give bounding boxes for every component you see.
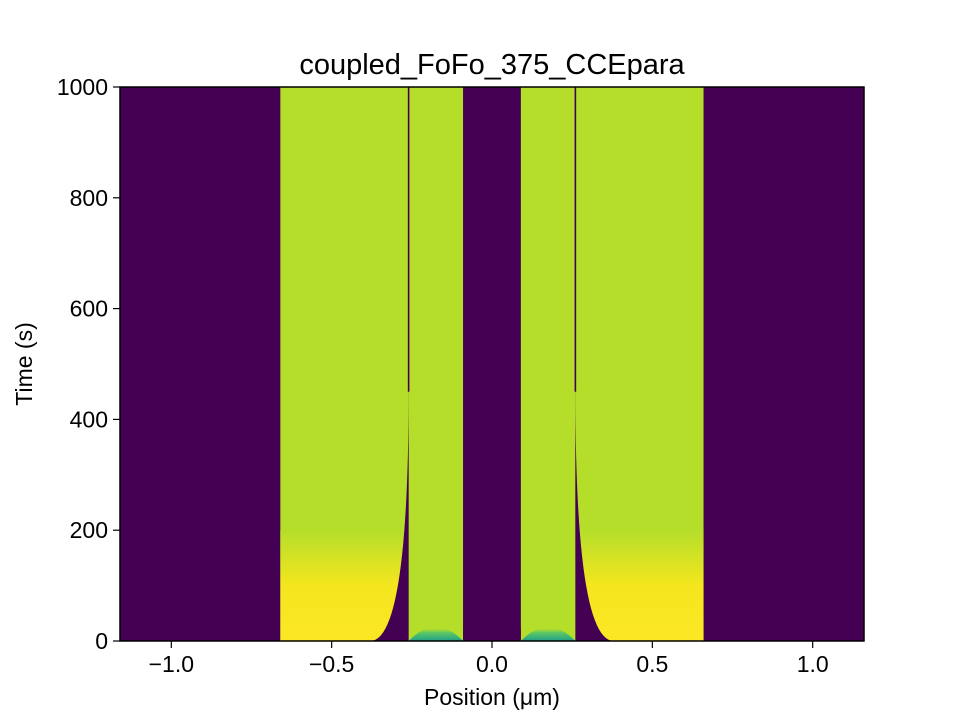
y-axis-label: Time (s) [11,322,37,405]
heatmap-early-peak [280,530,409,641]
plot-area [120,87,864,641]
y-tick-label: 200 [70,517,108,543]
heatmap-early-dip [408,626,464,641]
y-tick-label: 400 [70,406,108,432]
x-tick-label: −0.5 [309,651,354,677]
y-axis: 0 200 400 600 800 1000 [57,74,120,654]
heatmap-early-dip [520,626,576,641]
x-axis-label: Position (μm) [424,684,560,710]
x-tick-label: 0.0 [476,651,508,677]
heatmap-region [120,87,281,641]
x-tick-label: 0.5 [636,651,668,677]
chart-title: coupled_FoFo_375_CCEpara [299,49,685,81]
heatmap-center-dip [463,627,521,641]
y-tick-label: 0 [95,628,108,654]
y-tick-label: 600 [70,296,108,322]
x-tick-label: −1.0 [149,651,194,677]
heatmap-region [520,87,576,641]
x-axis: −1.0 −0.5 0.0 0.5 1.0 [149,641,829,677]
heatmap-early-peak [575,530,704,641]
y-tick-label: 800 [70,185,108,211]
heatmap-region [463,87,521,641]
heatmap-interface [370,391,409,641]
y-tick-label: 1000 [57,74,108,100]
heatmap-region [703,87,864,641]
heatmap-region [408,87,464,641]
heatmap-interface [575,391,614,641]
x-tick-label: 1.0 [797,651,829,677]
